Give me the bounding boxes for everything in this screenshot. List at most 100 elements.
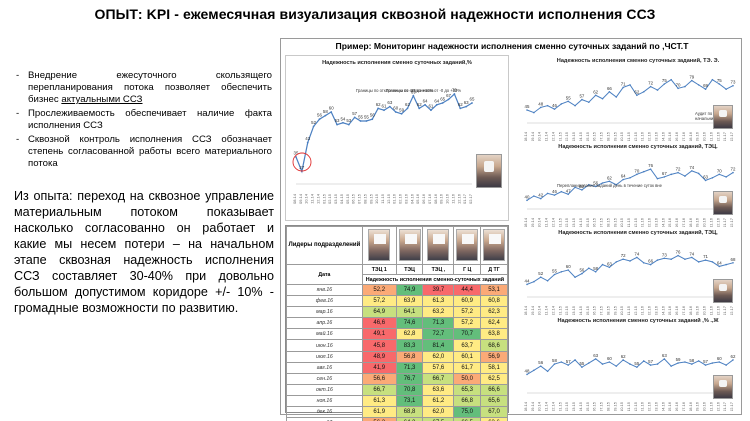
data-point: [622, 178, 624, 181]
data-point: [430, 109, 432, 112]
data-point: [353, 116, 356, 119]
table-row: янв.1756,264,267,566,563,6: [286, 417, 508, 421]
data-point: [608, 266, 611, 269]
x-tick-label: 06.16: [421, 193, 426, 204]
x-tick-label: 02.15: [564, 217, 569, 227]
date-cell: сен.16: [286, 372, 363, 385]
x-tick-label: 06.15: [351, 193, 356, 204]
x-tick-label: 07.15: [599, 217, 604, 227]
leader-photo-cell: [361, 226, 397, 265]
data-point: [574, 276, 576, 278]
data-point: [684, 361, 686, 363]
kpi-value-cell: 57,2: [453, 317, 482, 330]
data-point: [406, 107, 409, 110]
x-tick-label: 01.17: [722, 401, 727, 411]
data-point: [642, 262, 645, 264]
data-point: [711, 362, 714, 364]
x-tick-label: 02.16: [647, 305, 652, 315]
x-tick-label: 12.14: [550, 217, 555, 227]
kpi-value-cell: 60,1: [453, 350, 482, 363]
x-tick-label: 10.15: [619, 305, 624, 315]
data-label: 44: [525, 278, 530, 283]
data-label: 52: [538, 271, 543, 276]
mini-chart-title: Надежность исполнения сменно суточных за…: [557, 57, 720, 64]
data-label: 63: [607, 261, 612, 266]
data-point: [732, 262, 734, 264]
data-label: 63: [593, 353, 598, 358]
data-label: 62: [405, 102, 410, 107]
x-tick-label: 02.16: [647, 131, 652, 141]
x-tick-label: 08.14: [523, 217, 528, 227]
x-tick-label: 12.15: [633, 217, 638, 227]
x-tick-label: 05.15: [585, 305, 590, 315]
data-point: [677, 87, 679, 90]
data-point: [574, 359, 576, 361]
data-label: 46: [552, 103, 557, 108]
data-label: 64: [423, 98, 428, 103]
data-label: 52: [311, 120, 316, 125]
chart-note: Перепланирование заданий день в течение …: [557, 183, 663, 188]
data-label: 46: [552, 189, 557, 194]
kpi-value-cell: 46,6: [361, 317, 397, 330]
data-label: 53: [335, 118, 340, 123]
x-tick-label: 06.16: [674, 217, 679, 227]
annotation-bounds-10: Границы по отклонению от -10 до +10%: [356, 88, 434, 93]
x-tick-label: 03.16: [403, 193, 408, 204]
data-label: 59: [676, 357, 681, 362]
table-row: май.16 49,1 62,8 72,7 70,7 63,8: [286, 328, 508, 341]
data-point: [581, 98, 583, 101]
x-tick-label: 02.17: [468, 193, 473, 204]
kpi-value-cell: 83,3: [395, 339, 424, 352]
data-point: [663, 176, 666, 178]
data-point: [691, 256, 693, 259]
data-label: 70: [676, 82, 681, 87]
leader-photo: [398, 229, 421, 261]
data-point: [697, 172, 700, 175]
x-tick-label: 02.15: [564, 305, 569, 315]
x-tick-label: 08.16: [433, 193, 438, 204]
x-tick-label: 09.15: [612, 401, 617, 411]
x-tick-label: 10.14: [537, 305, 542, 315]
table-row: янв.16 52,2 74,9 39,7 44,4 53,1: [286, 283, 508, 297]
x-tick-label: 11.16: [450, 193, 455, 203]
table-row: июл.16 48,9 56,8 62,0 60,1 56,9: [286, 350, 508, 363]
x-tick-label: 01.16: [640, 401, 645, 411]
data-point: [447, 98, 450, 101]
kpi-value-cell: 74,9: [395, 283, 424, 297]
x-tick-label: 06.15: [592, 401, 597, 411]
x-tick-label: 11.15: [626, 401, 631, 411]
x-tick-label: 09.15: [612, 131, 617, 141]
x-tick-label: 12.15: [633, 305, 638, 315]
data-point: [629, 260, 631, 262]
data-label: 55: [552, 269, 557, 274]
x-tick-label: 09.14: [530, 401, 535, 411]
data-point: [649, 168, 652, 170]
data-point: [567, 100, 569, 103]
x-tick-label: 02.15: [564, 401, 569, 411]
leader-photo-cell: [453, 226, 482, 265]
team-header: ТЭЦ 1: [361, 264, 397, 275]
data-point: [560, 361, 563, 363]
data-label: 55: [579, 361, 584, 366]
data-label: 66: [607, 86, 612, 91]
data-point: [649, 364, 652, 366]
data-label: 75: [662, 78, 667, 83]
x-tick-label: 08.15: [605, 401, 610, 411]
main-reliability-chart: Надежность исполнения сменно суточных за…: [285, 55, 509, 221]
data-point: [684, 85, 686, 88]
data-point: [732, 359, 734, 361]
x-tick-label: 03.15: [571, 217, 576, 227]
data-label: 73: [731, 80, 736, 85]
date-cell: май.16: [286, 328, 363, 341]
data-label: 62: [607, 175, 612, 180]
data-label: 74: [689, 251, 694, 256]
x-tick-label: 11.16: [708, 305, 713, 315]
leader-photo: [713, 375, 733, 399]
data-point: [670, 365, 672, 367]
data-label: 71: [621, 81, 626, 86]
bullet-item: Прослеживаемость обеспечивает наличие фа…: [14, 108, 272, 132]
kpi-value-cell: 52,2: [361, 283, 397, 297]
kpi-value-cell: 63,6: [480, 417, 508, 421]
data-label: 70: [717, 168, 722, 173]
